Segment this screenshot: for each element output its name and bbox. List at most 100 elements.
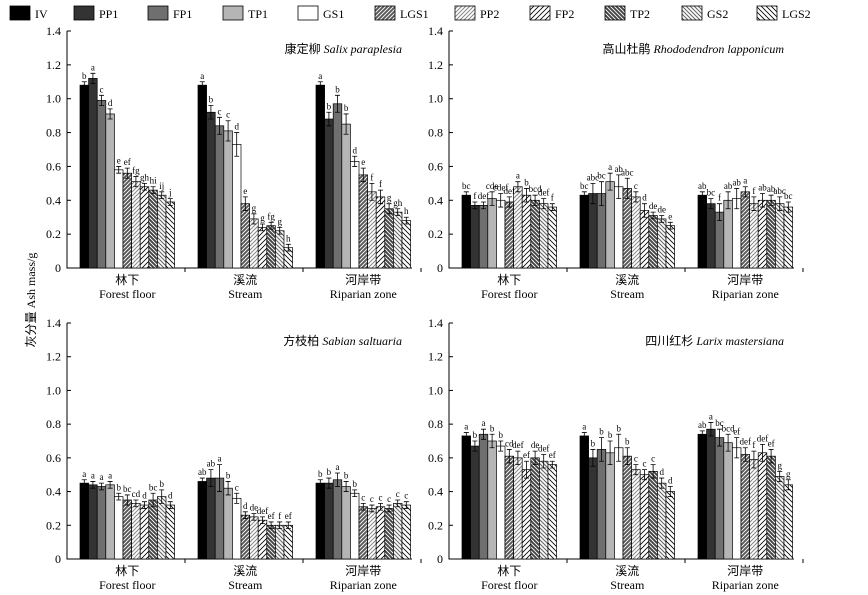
legend-swatch-lgs2 [756,5,778,21]
error-bar [532,194,538,206]
y-tick-label: 0.2 [46,518,61,532]
significance-letter: ef [549,450,556,460]
error-bar [667,486,673,498]
bar-fp1 [596,449,607,560]
y-tick-label: 0.2 [46,227,61,241]
significance-letter: b [116,482,121,492]
significance-letter: a [91,470,95,480]
error-bar [659,477,665,489]
bar-pp2 [249,218,259,269]
bar-iv [579,435,589,560]
x-group-label-en: Riparian zone [712,287,779,301]
error-bar [590,449,596,467]
x-group-label-en: Stream [228,578,263,592]
significance-letter: bc [149,482,158,492]
bar-lgs1 [504,201,514,269]
error-bar [699,191,705,199]
error-bar [360,502,366,511]
y-tick-label: 0.4 [428,485,443,499]
error-bar [159,489,165,504]
significance-letter: c [361,492,365,502]
significance-letter: e [668,211,672,221]
error-bar [107,481,113,489]
error-bar [659,215,665,223]
error-bar [81,81,87,89]
significance-letter: e [243,186,247,196]
significance-letter: d [659,467,664,477]
bar-pp2 [513,186,523,269]
error-bar [590,182,596,205]
error-bar [335,472,340,487]
significance-letter: b [490,423,495,433]
bar-fp1 [478,205,489,269]
bar-gs2 [539,203,549,269]
error-bar [650,464,656,479]
bar-tp2 [266,225,276,269]
bar-fp2 [139,186,150,269]
bar-lgs2 [165,504,175,560]
bar-lgs1 [122,172,132,269]
panel-rhododendron: 0 0.2 0.4 0.6 0.8 1.0 1.2 1.4 高山杜鹃 Rhododendron … [428,24,804,301]
significance-letter: ab [698,181,707,191]
significance-letter: b [616,423,621,433]
bar-lgs1 [622,455,632,560]
significance-letter: g [260,213,265,223]
significance-letter: def [538,188,550,198]
bar-pp1 [706,428,716,560]
error-bar [599,437,604,462]
bar-iv [79,482,89,560]
error-bar [599,181,604,206]
error-bar [489,433,495,449]
significance-letter: a [82,469,86,479]
error-bar [760,193,765,208]
bar-tp2 [530,199,540,269]
significance-letter: f [473,191,476,201]
significance-letter: abc [621,167,634,177]
significance-letter: a [318,71,322,81]
significance-letter: bc [715,418,724,428]
significance-letter: bc [784,191,793,201]
significance-letter: f [278,511,281,521]
error-bar [616,433,622,462]
error-bar [277,226,283,235]
significance-letter: b [327,101,332,111]
bar-lgs1 [358,174,368,269]
error-bar [217,116,222,135]
significance-letter: f [752,186,755,196]
panel-sabian: 0 0.2 0.4 0.6 0.8 1.0 1.2 1.4 方枝柏 Sabian saltuar… [46,316,422,592]
error-bar [99,482,104,491]
bar-pp2 [131,181,141,269]
significance-letter: ef [768,438,775,448]
error-bar [624,447,630,465]
bar-tp1 [605,181,615,269]
error-bar [785,201,791,213]
bar-tp1 [487,440,497,560]
significance-letter: e [117,155,121,165]
error-bar [751,450,757,469]
significance-letter: c [396,489,400,499]
error-bar [717,203,722,221]
error-bar [378,189,383,205]
significance-letter: a [608,162,612,172]
significance-letter: a [218,454,222,464]
significance-letter: b [599,427,604,437]
bar-iv [697,194,707,269]
bar-tp1 [223,130,233,269]
significance-letter: b [344,470,349,480]
error-bar [498,193,504,208]
significance-letter: c [226,110,230,120]
error-bar [463,432,469,440]
bar-tp2 [384,508,394,560]
significance-letter: bc [580,181,589,191]
panel-title: 康定柳 Salix paraplesia [285,41,402,56]
bar-fp1 [332,479,343,560]
bar-pp1 [324,118,334,269]
significance-letter: de [250,502,259,512]
y-tick-label: 0 [55,261,61,275]
bar-pp2 [749,203,759,269]
significance-letter: c [100,84,104,94]
bar-gs2 [157,496,167,560]
error-bar [734,188,740,210]
significance-letter: gh [393,198,403,208]
